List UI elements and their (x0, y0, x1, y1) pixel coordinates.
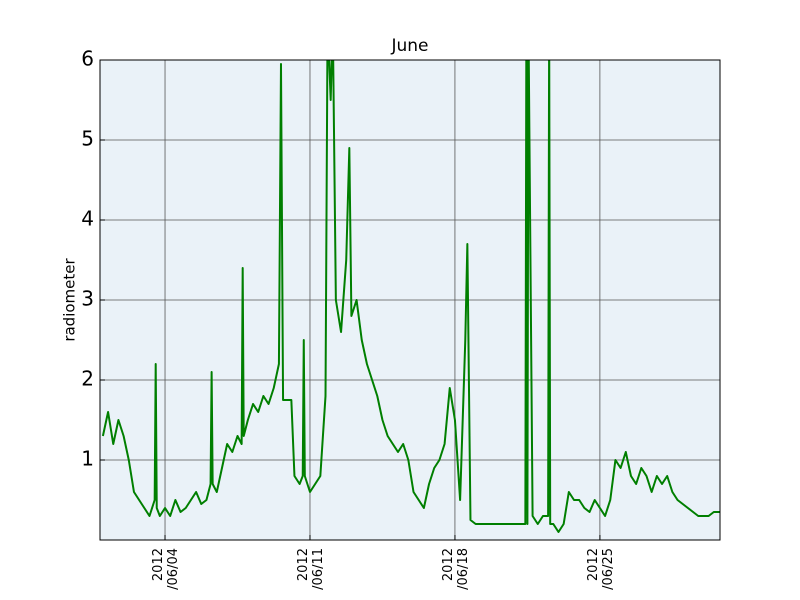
x-tick-label: 2012/06/11 (295, 548, 325, 590)
y-tick-label: 2 (81, 367, 94, 391)
y-tick-label: 4 (81, 207, 94, 231)
chart-title: June (390, 36, 428, 56)
data-line (101, 60, 720, 533)
y-tick-label: 3 (81, 287, 94, 311)
y-tick-label: 5 (81, 127, 94, 151)
x-tick-label: 2012/06/04 (151, 548, 181, 590)
x-tick-label: 2012/06/25 (585, 548, 615, 590)
y-tick-label: 6 (81, 47, 94, 71)
y-axis-label: radiometer (61, 257, 79, 341)
y-tick-label: 1 (81, 447, 94, 471)
x-tick-label: 2012/06/18 (440, 548, 470, 590)
plot-frame (99, 59, 721, 541)
